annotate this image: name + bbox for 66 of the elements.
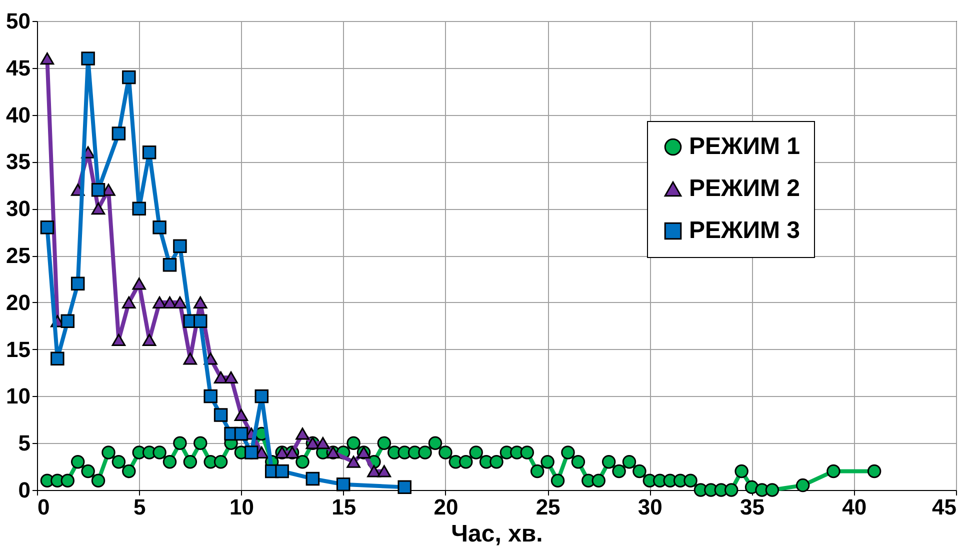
y-tick-label: 5 — [18, 430, 30, 456]
point — [70, 276, 85, 291]
x-tick-label: 30 — [638, 494, 662, 520]
y-tick-label: 30 — [6, 196, 30, 222]
point — [346, 456, 360, 468]
x-tick-label: 15 — [332, 494, 356, 520]
point — [367, 465, 381, 478]
y-tick-label: 40 — [6, 102, 30, 128]
point — [173, 239, 187, 253]
point — [91, 182, 106, 197]
point — [112, 334, 126, 346]
point — [162, 296, 177, 308]
point — [152, 296, 166, 308]
point — [122, 296, 136, 308]
point — [254, 389, 269, 404]
x-tick-label: 10 — [229, 494, 254, 520]
x-tick-label: 40 — [842, 494, 867, 520]
point — [112, 126, 126, 140]
point — [40, 220, 54, 234]
y-tick-label: 35 — [6, 149, 30, 174]
point — [234, 408, 248, 422]
point — [224, 371, 238, 384]
x-tick-label: 35 — [740, 494, 765, 520]
point — [60, 314, 75, 328]
point — [194, 296, 208, 308]
point — [306, 472, 320, 486]
point — [296, 428, 310, 440]
x-tick-label: 20 — [434, 494, 458, 520]
y-tick-label: 45 — [6, 55, 30, 80]
point — [398, 480, 412, 494]
legend-label: РЕЖИМ 1 — [689, 133, 800, 160]
point — [162, 258, 177, 272]
x-tick-label: 45 — [932, 494, 956, 520]
x-axis-title: Час, хв. — [451, 520, 543, 548]
x-tick-label: 5 — [133, 494, 146, 520]
y-tick-label: 25 — [6, 243, 30, 268]
point — [152, 220, 166, 234]
y-tick-label: 10 — [6, 384, 30, 409]
point — [132, 202, 146, 216]
legend-label: РЕЖИМ 2 — [689, 175, 800, 202]
point — [275, 464, 289, 478]
point — [204, 389, 218, 404]
point — [50, 352, 64, 366]
point — [214, 371, 228, 384]
point — [142, 334, 156, 346]
point — [316, 437, 330, 450]
y-tick-label: 50 — [6, 8, 30, 34]
legend-label: РЕЖИМ 3 — [689, 217, 800, 244]
point — [173, 296, 187, 308]
point — [122, 70, 136, 84]
x-tick-label: 25 — [536, 494, 560, 520]
y-tick-label: 0 — [18, 478, 30, 502]
point — [377, 465, 392, 478]
point — [234, 426, 248, 441]
point — [132, 278, 146, 290]
y-tick-label: 15 — [6, 336, 30, 362]
point — [214, 408, 228, 422]
point — [142, 145, 156, 160]
point — [91, 202, 106, 215]
point — [81, 52, 95, 66]
x-tick-label: 0 — [38, 494, 50, 520]
point — [194, 314, 208, 328]
point — [183, 352, 198, 365]
y-tick-label: 20 — [6, 290, 30, 315]
point — [336, 478, 350, 492]
point — [40, 52, 54, 65]
